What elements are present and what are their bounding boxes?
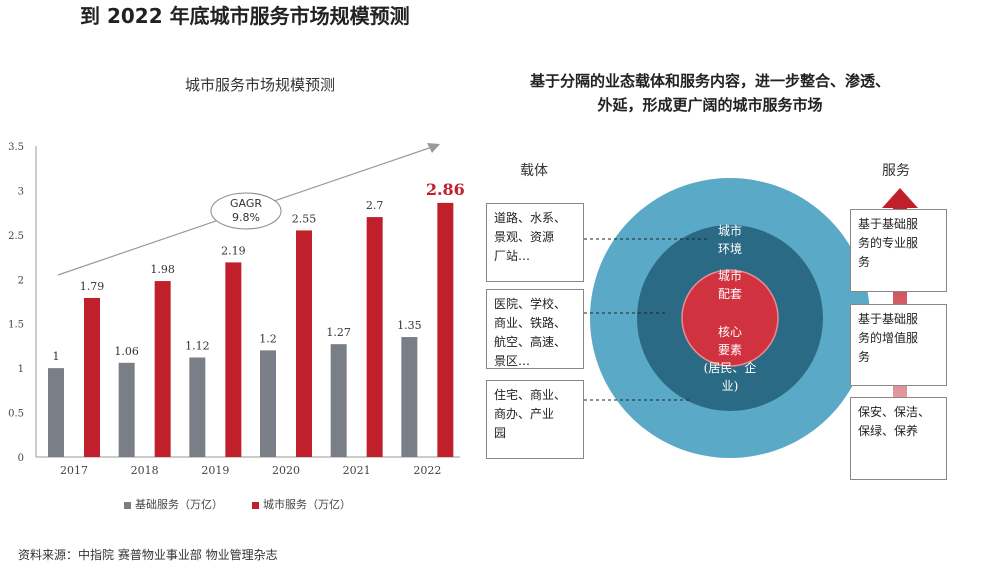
gagr-value: 9.8% <box>232 211 260 224</box>
value-label-1-2019: 2.19 <box>221 244 246 257</box>
value-label-0-2019: 1.12 <box>185 339 210 352</box>
legend-label-basic: 基础服务（万亿） <box>135 498 223 511</box>
ring-label-outer: 城市 环境 <box>717 224 742 256</box>
y-tick-label-4: 2 <box>18 275 24 286</box>
right-title-line1: 基于分隔的业态载体和服务内容，进一步整合、渗透、 <box>529 72 890 90</box>
value-label-1-2021: 2.7 <box>366 199 384 212</box>
bar-1-2022 <box>437 202 454 457</box>
value-label-0-2018: 1.06 <box>114 345 139 358</box>
bar-1-2020 <box>296 230 312 457</box>
y-tick-label-0: 0 <box>18 453 24 464</box>
bar-0-2020 <box>260 350 276 457</box>
value-label-0-2022: 1.35 <box>397 319 422 332</box>
y-tick-label-6: 3 <box>18 186 24 197</box>
y-tick-label-3: 1.5 <box>8 320 24 331</box>
service-box-2: 基于基础服 务的增值服 务 <box>850 304 947 386</box>
service-label: 服务 <box>882 163 910 179</box>
y-tick-label-1: 0.5 <box>8 409 24 420</box>
y-tick-label-7: 3.5 <box>8 142 24 153</box>
carrier-label: 载体 <box>520 163 548 179</box>
y-tick-label-2: 1 <box>18 364 24 375</box>
legend-label-city: 城市服务（万亿） <box>263 498 351 511</box>
x-tick-label-2020: 2020 <box>272 464 300 477</box>
bar-1-2021 <box>366 217 383 457</box>
service-box-1: 基于基础服 务的专业服 务 <box>850 209 947 292</box>
chart-title: 城市服务市场规模预测 <box>185 76 336 94</box>
bar-0-2017 <box>48 368 64 457</box>
legend-item-basic: 基础服务（万亿） <box>124 496 223 512</box>
value-label-0-2021: 1.27 <box>326 326 351 339</box>
legend-swatch-city <box>252 501 259 509</box>
right-title-line2: 外延，形成更广阔的城市服务市场 <box>597 96 823 114</box>
x-tick-label-2017: 2017 <box>60 464 88 477</box>
y-tick-label-5: 2.5 <box>8 231 24 242</box>
bar-1-2018 <box>154 281 171 457</box>
carrier-box-3: 住宅、商业、 商办、产业 园 <box>486 380 584 459</box>
bar-0-2021 <box>330 344 347 457</box>
bar-0-2019 <box>189 357 206 457</box>
legend-swatch-basic <box>124 501 131 509</box>
ring-diagram <box>590 178 870 458</box>
bar-0-2018 <box>118 362 135 457</box>
ring-label-core: 核心 要素 (居民、企 业) <box>703 325 757 393</box>
value-label-0-2020: 1.2 <box>259 332 277 345</box>
carrier-box-2: 医院、学校、 商业、铁路、 航空、高速、 景区… <box>486 289 584 369</box>
x-tick-label-2022: 2022 <box>413 464 441 477</box>
value-label-0-2017: 1 <box>53 350 60 363</box>
x-tick-label-2019: 2019 <box>201 464 229 477</box>
ring-label-middle: 城市 配套 <box>717 269 742 301</box>
gagr-label: GAGR <box>230 197 262 210</box>
bar-0-2022 <box>401 337 418 457</box>
gagr-ellipse <box>210 192 282 230</box>
legend-item-city: 城市服务（万亿） <box>252 496 351 512</box>
x-tick-label-2021: 2021 <box>343 464 371 477</box>
source-note: 资料来源：中指院 赛普物业事业部 物业管理杂志 <box>18 548 278 562</box>
carrier-box-1: 道路、水系、 景观、资源 厂站… <box>486 203 584 282</box>
value-label-1-2022: 2.86 <box>426 180 465 199</box>
core-circle <box>681 269 779 367</box>
service-box-3: 保安、保洁、 保绿、保养 <box>850 397 947 480</box>
value-label-1-2018: 1.98 <box>150 263 175 276</box>
bar-1-2019 <box>225 262 242 457</box>
value-label-1-2020: 2.55 <box>292 212 317 225</box>
x-tick-label-2018: 2018 <box>131 464 159 477</box>
page-title: 到 2022 年底城市服务市场规模预测 <box>80 4 410 28</box>
service-arrow-head <box>882 188 918 208</box>
bar-chart: 0 0.5 1 1.5 2 2.5 3 3.5 1 1.79 2017 1.06 1.98 2018 1.1… <box>8 142 465 477</box>
value-label-1-2017: 1.79 <box>80 280 105 293</box>
bar-1-2017 <box>84 297 100 457</box>
trend-arrow-head <box>427 143 440 153</box>
